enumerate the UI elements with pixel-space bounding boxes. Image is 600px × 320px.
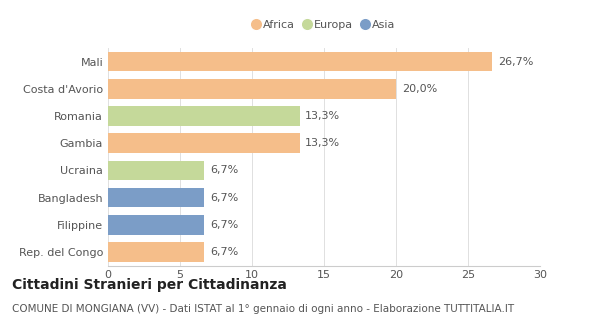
Bar (108, 133, 299, 153)
Text: 20,0%: 20,0% (402, 84, 437, 94)
Text: 13,3%: 13,3% (305, 138, 340, 148)
Bar (108, 106, 299, 126)
Text: 6,7%: 6,7% (210, 165, 238, 175)
Text: 6,7%: 6,7% (210, 247, 238, 257)
Bar (108, 215, 205, 235)
Bar (108, 161, 205, 180)
Bar (108, 79, 396, 99)
Legend: Africa, Europa, Asia: Africa, Europa, Asia (250, 16, 398, 34)
Bar (108, 52, 493, 71)
Text: 13,3%: 13,3% (305, 111, 340, 121)
Text: COMUNE DI MONGIANA (VV) - Dati ISTAT al 1° gennaio di ogni anno - Elaborazione T: COMUNE DI MONGIANA (VV) - Dati ISTAT al … (12, 304, 514, 314)
Bar (108, 188, 205, 207)
Text: Cittadini Stranieri per Cittadinanza: Cittadini Stranieri per Cittadinanza (12, 278, 287, 292)
Text: 6,7%: 6,7% (210, 193, 238, 203)
Bar (108, 242, 205, 262)
Text: 26,7%: 26,7% (498, 57, 533, 67)
Text: 6,7%: 6,7% (210, 220, 238, 230)
